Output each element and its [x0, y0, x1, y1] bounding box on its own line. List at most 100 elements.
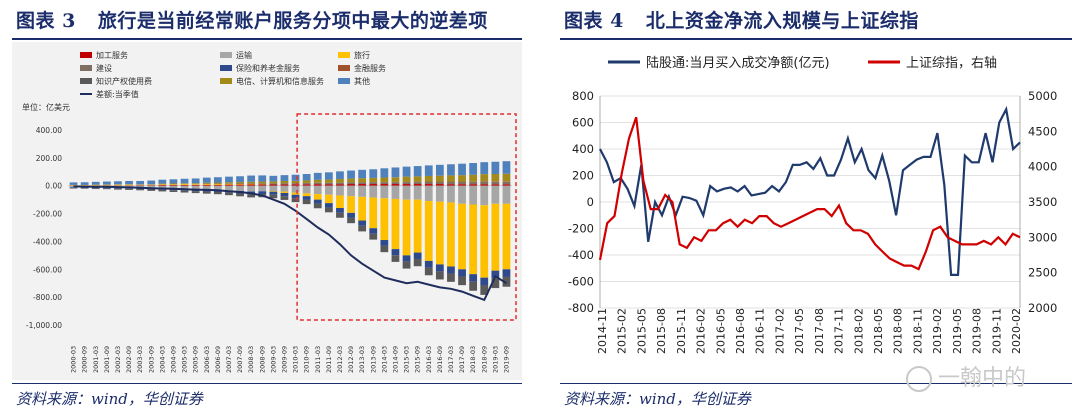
x-tick-label: 2005-09 — [192, 346, 200, 373]
bar-6-2019-03 — [491, 278, 500, 289]
bar-1-2016-09 — [435, 185, 444, 202]
legend-label-northbound: 陆股通:当月买入成交净额(亿元) — [646, 55, 830, 71]
bar-1-2018-03 — [469, 185, 478, 205]
bar-0-2014-03 — [380, 184, 389, 186]
bar-2-2019-09 — [502, 203, 511, 270]
y-left-tick-label: -600 — [568, 275, 594, 289]
bar-6-2013-03 — [358, 225, 367, 232]
x-tick-label: 2010-09 — [303, 346, 311, 373]
bar-7-2009-03 — [269, 181, 278, 184]
northbound-line — [599, 105, 1021, 276]
legend-label-8: 其他 — [354, 76, 370, 86]
watermark: 一翰中的 — [906, 360, 1026, 392]
bar-7-2008-03 — [247, 181, 256, 184]
left-figure-heading: 旅行是当前经常账户服务分项中最大的逆差项 — [97, 10, 488, 32]
x-tick-label: 2003-09 — [147, 346, 155, 373]
bar-6-2002-09 — [125, 188, 133, 190]
bar-8-2012-09 — [347, 170, 355, 179]
bar-2-2012-09 — [347, 196, 355, 213]
bar-3-2011-09 — [324, 182, 333, 185]
bar-1-2018-09 — [480, 185, 489, 206]
bar-0-2011-09 — [324, 184, 333, 186]
bar-2-2017-09 — [458, 203, 466, 270]
x-tick-label: 2018-02 — [852, 308, 865, 354]
bar-4-2018-03 — [469, 274, 478, 282]
bar-7-2009-09 — [280, 180, 289, 184]
bar-2-2015-09 — [413, 199, 422, 253]
legend-swatch-6 — [80, 78, 92, 84]
bar-3-2013-03 — [358, 182, 367, 185]
bar-2-2014-03 — [380, 198, 389, 241]
right-figure-title: 图表 4 北上资金净流入规模与上证综指 — [564, 6, 1072, 36]
bar-1-2009-03 — [269, 185, 278, 192]
bar-8-2014-09 — [391, 167, 400, 178]
bar-2-2004-03 — [158, 184, 167, 186]
bar-2-2009-03 — [269, 191, 278, 192]
bar-3-2017-09 — [458, 181, 466, 185]
bar-7-2011-09 — [324, 179, 333, 183]
bar-8-2007-03 — [225, 176, 233, 183]
bar-4-2001-03 — [91, 187, 100, 189]
bar-6-2012-03 — [336, 212, 344, 218]
bar-4-2019-09 — [502, 269, 511, 277]
bar-0-2003-09 — [147, 185, 156, 186]
bar-3-2008-09 — [258, 183, 267, 185]
bar-0-2016-09 — [435, 184, 444, 186]
bar-4-2012-03 — [336, 208, 344, 213]
bar-3-2016-09 — [435, 181, 444, 185]
bar-7-2015-09 — [413, 176, 422, 182]
bar-2-2002-03 — [114, 184, 122, 186]
left-figure: 图表 3 旅行是当前经常账户服务分项中最大的逆差项 加工服务 运输 旅行 建设 保险和养老… — [0, 0, 530, 420]
bar-6-2000-09 — [80, 187, 89, 189]
y-tick-label: 0.00 — [45, 182, 62, 191]
bar-1-2017-03 — [447, 185, 455, 203]
legend-label-sse: 上证综指，右轴 — [906, 56, 997, 71]
x-tick-label: 2018-05 — [872, 308, 885, 354]
x-tick-label: 2017-03 — [447, 346, 455, 373]
bar-1-2010-09 — [302, 185, 311, 194]
bar-6-2007-09 — [236, 193, 244, 197]
x-tick-label: 2008-03 — [247, 346, 255, 373]
x-tick-label: 2019-05 — [951, 308, 964, 354]
bar-3-2009-09 — [280, 183, 289, 185]
bar-8-2002-09 — [125, 180, 133, 185]
bar-0-2015-03 — [402, 184, 411, 186]
legend-label-0: 加工服务 — [96, 50, 128, 60]
bar-2-2011-03 — [313, 194, 322, 200]
bar-6-2012-09 — [347, 217, 355, 224]
y-left-tick-label: -200 — [568, 222, 594, 236]
bar-4-2008-09 — [258, 191, 267, 195]
bar-3-2010-09 — [302, 183, 311, 185]
bar-8-2019-09 — [502, 161, 511, 174]
bar-6-2006-09 — [213, 191, 222, 195]
x-tick-label: 2018-08 — [892, 308, 905, 354]
bar-7-2010-03 — [291, 180, 300, 184]
x-tick-label: 2016-02 — [695, 308, 708, 354]
bar-1-2010-03 — [291, 185, 300, 193]
bar-1-2007-03 — [225, 185, 233, 191]
bar-1-2008-09 — [258, 185, 267, 192]
bar-0-2014-09 — [391, 184, 400, 186]
bar-2-2016-09 — [435, 201, 444, 265]
x-tick-label: 2014-03 — [380, 346, 388, 373]
legend-label-9: 差额:当季值 — [96, 89, 139, 99]
bar-6-2010-09 — [302, 199, 311, 205]
bar-0-2017-03 — [447, 184, 455, 186]
bar-7-2007-03 — [225, 182, 233, 184]
bar-6-2008-03 — [247, 194, 256, 198]
legend-label-3: 建设 — [96, 63, 112, 73]
x-tick-label: 2015-05 — [635, 308, 648, 354]
x-tick-label: 2002-09 — [125, 346, 133, 373]
bar-7-2007-09 — [236, 182, 244, 184]
bar-3-2017-03 — [447, 181, 455, 185]
bar-0-2019-03 — [491, 184, 500, 186]
bar-0-2006-03 — [202, 184, 211, 186]
bar-2-2013-09 — [369, 197, 378, 229]
bar-0-2004-03 — [158, 185, 167, 186]
x-tick-label: 2006-09 — [214, 346, 222, 373]
x-tick-label: 2005-03 — [181, 346, 189, 373]
x-tick-label: 2001-09 — [103, 346, 111, 373]
x-tick-label: 2017-02 — [773, 308, 786, 354]
bar-8-2009-09 — [280, 175, 289, 181]
bar-6-2005-03 — [180, 190, 189, 193]
